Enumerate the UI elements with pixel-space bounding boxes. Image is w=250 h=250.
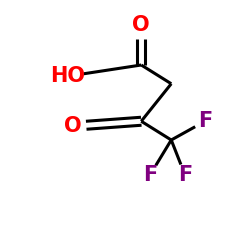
Text: F: F	[178, 165, 192, 185]
Text: HO: HO	[50, 66, 85, 86]
Text: F: F	[198, 111, 212, 131]
Text: O: O	[64, 116, 81, 136]
Text: F: F	[143, 165, 157, 185]
Text: O: O	[132, 15, 150, 35]
